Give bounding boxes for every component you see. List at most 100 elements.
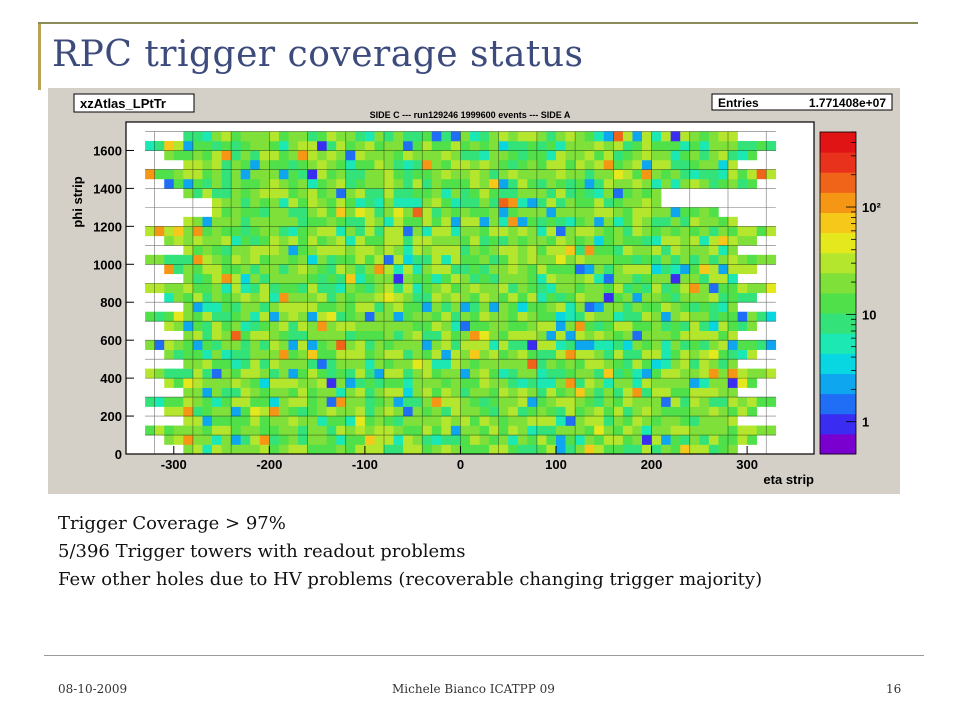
heatmap-cell [278,254,289,265]
heatmap-cell [317,131,327,142]
heatmap-cell [565,397,576,407]
heatmap-cell [231,131,241,142]
heatmap-cell [536,349,547,360]
heatmap-cell [642,226,652,237]
heatmap-cell [384,178,394,189]
heatmap-cell [221,283,232,294]
heatmap-cell [403,311,413,322]
heatmap-cell [345,283,356,294]
heatmap-cell [422,140,433,151]
heatmap-cell [269,159,280,170]
heatmap-cell [479,216,490,227]
y-axis-label: phi strip [70,176,85,227]
heatmap-cell [422,349,433,360]
heatmap-cell [479,159,490,170]
heatmap-cell [699,292,710,303]
heatmap-cell [374,245,385,256]
heatmap-cell [450,311,461,322]
heatmap-cell [450,406,461,417]
heatmap-cell [584,425,595,436]
heatmap-cell [259,169,270,180]
heatmap-cell [479,254,490,265]
heatmap-cell [708,131,719,142]
heatmap-cell [173,226,184,237]
heatmap-cell [231,235,241,246]
heatmap-cell [173,378,184,388]
heatmap-cell [307,235,318,246]
heatmap-cell [470,302,480,313]
heatmap-cell [622,273,633,284]
heatmap-cell [603,340,614,350]
heatmap-cell [651,235,662,246]
heatmap-cell [212,330,222,341]
heatmap-cell [431,254,442,265]
heatmap-cell [680,131,691,142]
heatmap-cell [364,387,375,398]
heatmap-cell [384,159,394,170]
heatmap-cell [364,435,375,445]
heatmap-cell [498,406,509,417]
heatmap-cell [718,292,729,303]
heatmap-cell [355,207,366,218]
heatmap-cell [336,302,347,313]
heatmap-cell [728,397,738,407]
heatmap-cell [307,311,318,322]
heatmap-cell [412,340,423,350]
heatmap-cell [689,359,700,369]
heatmap-cell [183,416,194,426]
heatmap-cell [183,444,194,455]
heatmap-cell [556,207,566,218]
heatmap-cell [527,207,538,218]
heatmap-cell [508,444,519,455]
heatmap-cell [355,254,366,265]
heatmap-cell [393,311,404,322]
heatmap-cell [173,283,184,294]
heatmap-cell [164,264,175,275]
heatmap-cell [594,340,605,350]
heatmap-cell [317,169,327,180]
heatmap-cell [479,378,490,388]
heatmap-cell [489,435,499,445]
heatmap-cell [364,330,375,341]
heatmap-cell [728,321,738,331]
heatmap-cell [517,188,528,199]
heatmap-cell [441,311,452,322]
heatmap-cell [422,397,433,407]
title-accent-bar [38,22,41,90]
heatmap-cell [651,349,662,360]
heatmap-cell [508,159,519,170]
heatmap-cell [288,302,299,313]
heatmap-cell [345,321,356,331]
heatmap-cell [364,207,375,218]
footer-author: Michele Bianco ICATPP 09 [392,682,555,696]
heatmap-cell [202,321,213,331]
heatmap-cell [470,330,480,341]
heatmap-cell [527,359,538,369]
heatmap-cell [622,397,633,407]
heatmap-cell [259,283,270,294]
heatmap-cell [307,150,318,161]
heatmap-cell [259,207,270,218]
heatmap-cell [307,169,318,180]
heatmap-cell [240,444,251,455]
heatmap-cell [642,378,652,388]
heatmap-cell [565,406,576,417]
heatmap-cell [384,359,394,369]
heatmap-cell [670,387,681,398]
heatmap-cell [632,150,643,161]
heatmap-cell [689,169,700,180]
heatmap-cell [460,159,471,170]
heatmap-cell [489,159,499,170]
heatmap-cell [422,435,433,445]
heatmap-cell [326,188,337,199]
heatmap-cell [412,302,423,313]
heatmap-cell [298,159,308,170]
heatmap-cell [259,292,270,303]
heatmap-cell [259,406,270,417]
heatmap-cell [728,311,738,322]
heatmap-cell [412,387,423,398]
heatmap-cell [603,207,614,218]
heatmap-cell [250,178,261,189]
heatmap-cell [632,216,643,227]
heatmap-cell [240,406,251,417]
